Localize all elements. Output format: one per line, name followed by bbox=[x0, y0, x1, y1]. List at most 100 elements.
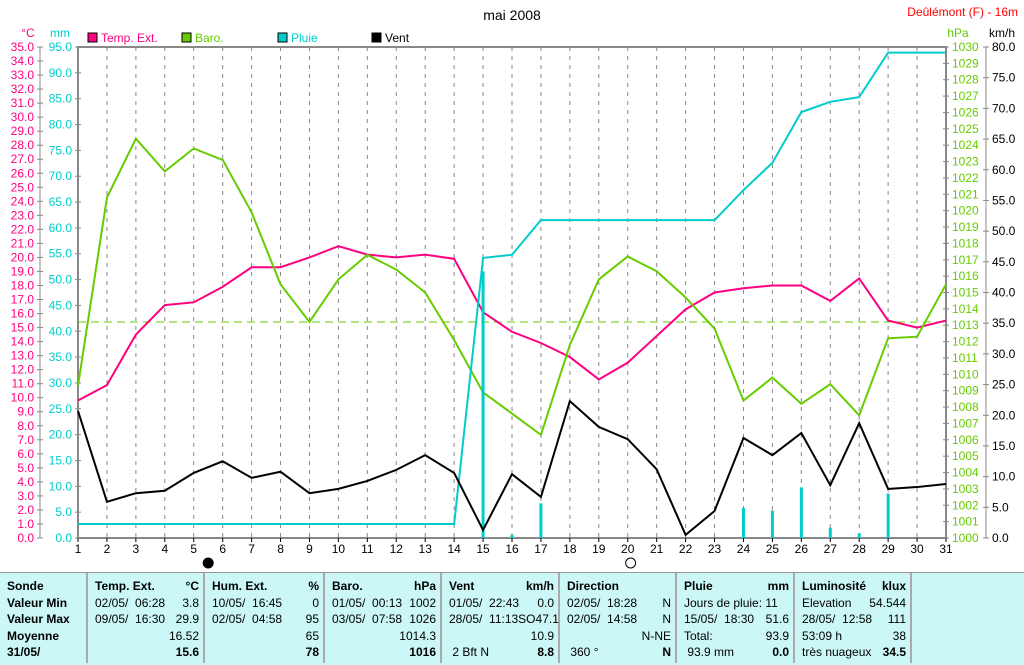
table-row: Total: 93.9 bbox=[684, 628, 789, 645]
axis-label-rain: 15.0 bbox=[49, 453, 73, 467]
axis-label-temp: 23.0 bbox=[11, 208, 35, 222]
table-value: 16.52 bbox=[168, 628, 199, 643]
axis-label-baro: 1027 bbox=[952, 89, 979, 103]
table-row: 28/05/ 12:58 111 bbox=[802, 611, 906, 628]
x-tick-label: 26 bbox=[795, 542, 809, 556]
axis-label-rain: 50.0 bbox=[49, 273, 73, 287]
table-value: mm bbox=[767, 579, 789, 593]
axis-label-temp: 13.0 bbox=[11, 349, 35, 363]
table-row: 09/05/ 16:30 29.9 bbox=[95, 611, 199, 628]
x-tick-label: 13 bbox=[419, 542, 433, 556]
axis-label-baro: 1010 bbox=[952, 367, 979, 381]
table-row: 15.6 bbox=[95, 644, 199, 661]
legend-swatch bbox=[371, 32, 382, 43]
x-tick-label: 29 bbox=[881, 542, 895, 556]
table-row: Vent km/h bbox=[449, 578, 554, 595]
table-label: Moyenne bbox=[7, 628, 60, 643]
table-label: 360 ° bbox=[567, 645, 599, 659]
axis-label-temp: 7.0 bbox=[17, 433, 34, 447]
axis-label-baro: 1009 bbox=[952, 384, 979, 398]
table-row: 02/05/ 18:28 N bbox=[567, 595, 671, 612]
axis-label-rain: 30.0 bbox=[49, 376, 73, 390]
x-tick-label: 4 bbox=[161, 542, 168, 556]
axis-label-temp: 16.0 bbox=[11, 307, 35, 321]
axis-label-baro: 1015 bbox=[952, 286, 979, 300]
axis-label-temp: 30.0 bbox=[11, 110, 35, 124]
axis-label-rain: 5.0 bbox=[55, 505, 72, 519]
table-value: 34.5 bbox=[882, 645, 906, 659]
table-row: 10.9 bbox=[449, 628, 554, 645]
axis-label-rain: 60.0 bbox=[49, 221, 73, 235]
moon-full-icon bbox=[625, 557, 637, 569]
axis-label-baro: 1019 bbox=[952, 220, 979, 234]
x-tick-label: 8 bbox=[277, 542, 284, 556]
axis-label-rain: 35.0 bbox=[49, 350, 73, 364]
legend-swatch bbox=[87, 32, 98, 43]
table-row: 360 ° N bbox=[567, 644, 671, 661]
x-tick-label: 18 bbox=[563, 542, 577, 556]
table-value: N bbox=[662, 645, 671, 659]
axis-label-wind: 50.0 bbox=[992, 224, 1016, 238]
axis-label-temp: 34.0 bbox=[11, 54, 35, 68]
table-value: 1016 bbox=[409, 645, 436, 659]
table-label: 28/05/ 11:13SO bbox=[449, 612, 536, 626]
table-row: Valeur Max bbox=[7, 611, 82, 628]
axis-label-baro: 1011 bbox=[952, 351, 978, 365]
axis-label-temp: 21.0 bbox=[11, 236, 35, 250]
table-value: 0 bbox=[312, 595, 319, 610]
table-row: Elevation 54.544 bbox=[802, 595, 906, 612]
x-tick-label: 16 bbox=[505, 542, 519, 556]
table-label: Total: bbox=[684, 628, 713, 643]
table-value: % bbox=[308, 579, 319, 593]
table-label: Elevation bbox=[802, 595, 852, 610]
table-value: 1014.3 bbox=[399, 628, 436, 643]
chart-title: mai 2008 bbox=[483, 7, 541, 23]
x-tick-label: 28 bbox=[853, 542, 867, 556]
axis-unit-wind: km/h bbox=[989, 26, 1015, 40]
axis-label-wind: 15.0 bbox=[992, 439, 1016, 453]
table-label: 31/05/ bbox=[7, 645, 41, 659]
axis-label-temp: 10.0 bbox=[11, 391, 35, 405]
axis-label-temp: 29.0 bbox=[11, 124, 35, 138]
axis-label-baro: 1001 bbox=[952, 515, 979, 529]
axis-label-temp: 35.0 bbox=[11, 40, 35, 54]
x-tick-label: 22 bbox=[679, 542, 693, 556]
table-label: Temp. Ext. bbox=[95, 579, 155, 593]
table-row: 31/05/ bbox=[7, 644, 82, 661]
rain-bar bbox=[886, 493, 890, 538]
axis-label-temp: 14.0 bbox=[11, 335, 35, 349]
table-label: 02/05/ 04:58 bbox=[212, 612, 283, 626]
legend-label: Temp. Ext. bbox=[101, 31, 158, 45]
axis-label-wind: 10.0 bbox=[992, 470, 1016, 484]
x-tick-label: 2 bbox=[104, 542, 111, 556]
rain-bar bbox=[539, 503, 543, 538]
axis-label-wind: 35.0 bbox=[992, 316, 1016, 330]
axis-label-temp: 15.0 bbox=[11, 321, 35, 335]
x-tick-label: 7 bbox=[248, 542, 255, 556]
axis-label-rain: 65.0 bbox=[49, 195, 73, 209]
table-value: 54.544 bbox=[869, 595, 906, 610]
table-row: 01/05/ 00:13 1002 bbox=[332, 595, 436, 612]
axis-label-baro: 1025 bbox=[952, 122, 979, 136]
table-row: 1016 bbox=[332, 644, 436, 661]
axis-label-temp: 18.0 bbox=[11, 278, 35, 292]
axis-label-temp: 11.0 bbox=[12, 377, 35, 391]
axis-label-temp: 33.0 bbox=[11, 68, 35, 82]
table-value: °C bbox=[185, 579, 199, 593]
table-row: 15/05/ 18:30 51.6 bbox=[684, 611, 789, 628]
table-row: très nuageux 34.5 bbox=[802, 644, 906, 661]
table-row: 10/05/ 16:45 0 bbox=[212, 595, 319, 612]
table-label: 53:09 h bbox=[802, 628, 843, 643]
table-column: Sonde Valeur Min Valeur Max Moyenne 31/05/ bbox=[0, 573, 88, 663]
table-row: N-NE bbox=[567, 628, 671, 645]
table-label: Pluie bbox=[684, 579, 713, 593]
table-value: N bbox=[662, 612, 671, 626]
axis-label-baro: 1030 bbox=[952, 40, 979, 54]
axis-label-rain: 95.0 bbox=[49, 40, 73, 54]
axis-label-baro: 1006 bbox=[952, 433, 979, 447]
table-label: Direction bbox=[567, 579, 620, 593]
axis-label-temp: 9.0 bbox=[17, 405, 34, 419]
axis-label-temp: 27.0 bbox=[11, 152, 35, 166]
table-row: Hum. Ext.% bbox=[212, 578, 319, 595]
table-value: 1026 bbox=[409, 612, 436, 626]
